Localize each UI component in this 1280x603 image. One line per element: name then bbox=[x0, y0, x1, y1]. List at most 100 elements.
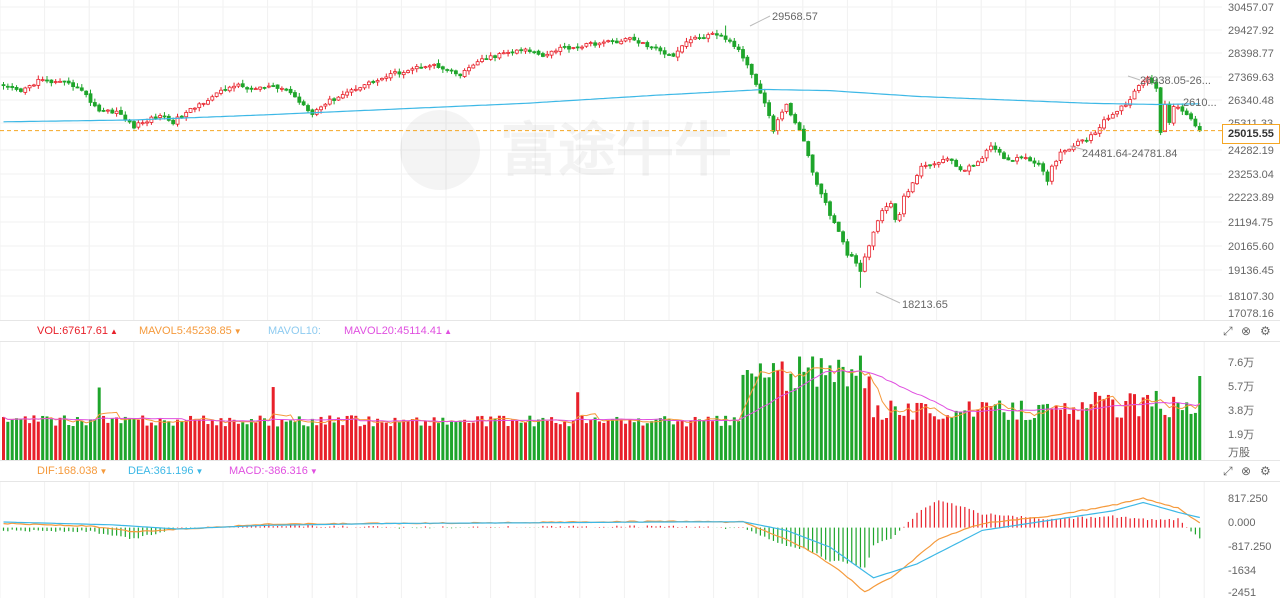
candle bbox=[771, 115, 776, 132]
candle bbox=[871, 231, 876, 247]
volume-bar bbox=[671, 424, 675, 460]
candle bbox=[701, 37, 706, 39]
volume-bar bbox=[824, 375, 828, 460]
gear-icon[interactable]: ⚙ bbox=[1260, 464, 1271, 478]
volume-bar bbox=[171, 425, 175, 460]
volume-bar bbox=[785, 390, 788, 460]
volume-bar bbox=[902, 415, 906, 460]
volume-bar bbox=[858, 355, 862, 460]
expand-icon[interactable]: ⤢ bbox=[1223, 464, 1233, 478]
price-axis-tick: 20165.60 bbox=[1228, 241, 1274, 253]
candle bbox=[53, 81, 58, 83]
volume-bar bbox=[1154, 390, 1158, 460]
candle bbox=[775, 119, 780, 131]
candle bbox=[662, 50, 667, 55]
candle bbox=[514, 49, 519, 54]
volume-bar bbox=[223, 426, 227, 460]
candle bbox=[480, 58, 484, 62]
candle bbox=[66, 80, 71, 84]
candle bbox=[23, 87, 28, 93]
price-axis-tick: 17078.16 bbox=[1228, 308, 1274, 320]
candle bbox=[275, 84, 280, 89]
volume-panel[interactable] bbox=[2, 355, 1202, 460]
candle bbox=[92, 102, 97, 107]
candle bbox=[1102, 119, 1106, 129]
expand-icon[interactable]: ⤢ bbox=[1223, 324, 1233, 338]
volume-bar bbox=[510, 419, 514, 460]
candle bbox=[997, 148, 1002, 153]
close-icon[interactable]: ⊗ bbox=[1241, 464, 1252, 478]
volume-bar bbox=[193, 419, 197, 460]
volume-bar bbox=[924, 404, 928, 460]
candle bbox=[732, 40, 737, 47]
volume-bar bbox=[519, 422, 523, 460]
candle bbox=[371, 81, 376, 83]
candle bbox=[536, 50, 541, 55]
mavol20-label: MAVOL20:45114.41 ▲ bbox=[344, 321, 452, 342]
volume-bar bbox=[606, 420, 610, 460]
volume-bar bbox=[189, 415, 193, 460]
volume-bar bbox=[1098, 395, 1102, 460]
volume-bar bbox=[945, 415, 949, 460]
volume-bar bbox=[932, 416, 936, 460]
candle bbox=[349, 89, 354, 93]
volume-bar bbox=[880, 419, 884, 460]
candle bbox=[288, 88, 293, 94]
candle bbox=[488, 55, 493, 60]
gear-icon[interactable]: ⚙ bbox=[1260, 324, 1271, 338]
candle bbox=[227, 86, 232, 92]
volume-axis: 7.6万 5.7万 3.8万 1.9万 万股 bbox=[1228, 357, 1254, 459]
volume-bar bbox=[93, 419, 97, 460]
candle bbox=[232, 85, 236, 89]
candle bbox=[614, 40, 619, 44]
macd-panel[interactable] bbox=[2, 497, 1201, 593]
candle bbox=[262, 87, 267, 89]
volume-bar bbox=[1193, 412, 1197, 460]
candle bbox=[667, 54, 671, 56]
candle bbox=[715, 33, 719, 36]
volume-bar bbox=[358, 426, 362, 460]
volume-bar bbox=[36, 421, 40, 460]
price-axis-tick: 23253.04 bbox=[1228, 169, 1274, 181]
candle bbox=[858, 262, 863, 272]
candle bbox=[1080, 139, 1085, 142]
candle bbox=[754, 73, 758, 85]
volume-bar bbox=[728, 425, 732, 460]
candle bbox=[688, 39, 693, 44]
volume-bar bbox=[249, 419, 253, 460]
volume-bar bbox=[841, 366, 845, 460]
candle bbox=[954, 159, 959, 167]
down-arrow-icon: ▼ bbox=[309, 467, 318, 476]
volume-bar bbox=[1093, 392, 1097, 460]
volume-bar bbox=[102, 415, 106, 460]
volume-bar bbox=[898, 414, 902, 460]
volume-bar bbox=[363, 424, 367, 460]
volume-bar bbox=[136, 419, 140, 460]
candle bbox=[780, 111, 785, 120]
price-panel[interactable] bbox=[0, 25, 1222, 288]
candle bbox=[1, 84, 6, 87]
volume-bar bbox=[410, 419, 414, 460]
candle bbox=[980, 158, 985, 163]
candle bbox=[945, 158, 950, 161]
volume-bar bbox=[767, 377, 771, 460]
volume-bar bbox=[602, 422, 606, 460]
candle bbox=[440, 66, 445, 70]
macd-axis-tick: -2451 bbox=[1228, 587, 1256, 598]
macd-axis-tick: -1634 bbox=[1228, 565, 1256, 577]
volume-bar bbox=[1106, 394, 1110, 460]
candle bbox=[580, 46, 584, 49]
candle bbox=[749, 63, 754, 75]
macd-axis: 817.250 0.000 -817.250 -1634 -2451 bbox=[1228, 493, 1271, 599]
candle bbox=[1123, 104, 1128, 107]
y-axis: 30457.07 29427.92 28398.77 27369.63 2634… bbox=[1228, 2, 1274, 599]
volume-bar bbox=[267, 425, 271, 460]
candle bbox=[123, 114, 128, 121]
candle bbox=[449, 69, 454, 72]
volume-bar bbox=[254, 422, 258, 460]
volume-bar bbox=[1159, 408, 1163, 460]
candle bbox=[388, 73, 393, 79]
close-icon[interactable]: ⊗ bbox=[1241, 324, 1252, 338]
candle bbox=[788, 103, 793, 116]
